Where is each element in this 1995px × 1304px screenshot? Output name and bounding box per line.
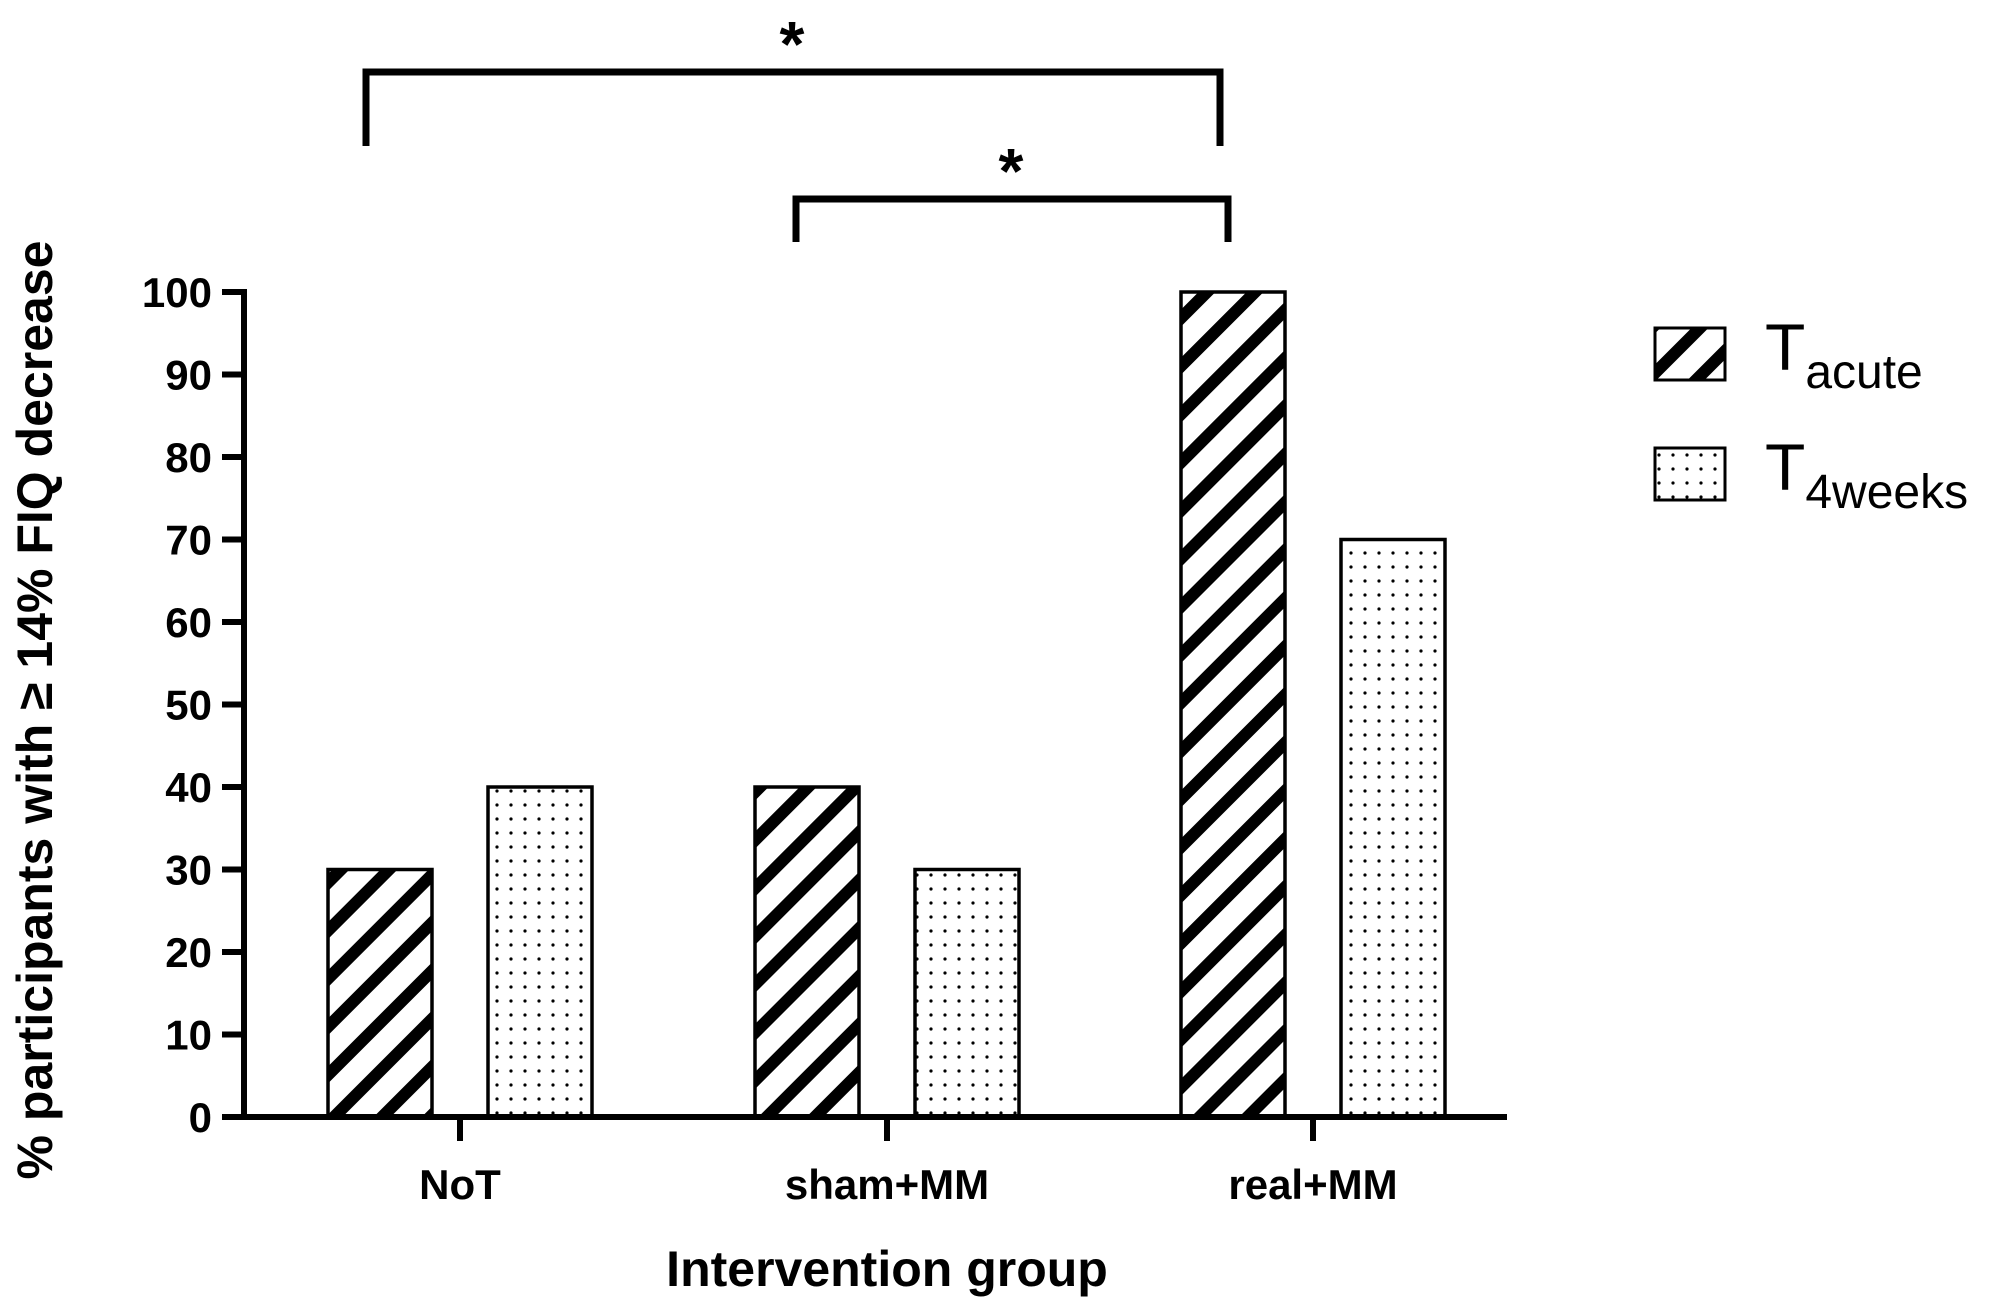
significance-bracket [792, 195, 1232, 242]
significance-bracket [362, 68, 1224, 146]
bar-t4weeks-sham-mm [913, 867, 1021, 1119]
legend-label-tacute-sub: acute [1805, 346, 1922, 399]
y-tick-label: 90 [165, 352, 212, 399]
bars-layer [326, 290, 1447, 1119]
y-tick-label: 40 [165, 764, 212, 811]
y-tick-label: 80 [165, 434, 212, 481]
significance-star: * [780, 8, 805, 80]
bar-tacute-sham-mm [753, 785, 861, 1119]
legend-label-t4weeks: T4weeks [1765, 430, 1968, 519]
y-tick-label: 0 [189, 1094, 212, 1141]
x-axis-title: Intervention group [666, 1241, 1108, 1297]
y-tick-label: 60 [165, 599, 212, 646]
legend-swatch-tacute [1653, 326, 1727, 382]
y-tick-label: 10 [165, 1012, 212, 1059]
y-tick-label: 70 [165, 517, 212, 564]
x-tick-label: NoT [419, 1161, 501, 1208]
x-tick-label: sham+MM [785, 1161, 989, 1208]
significance-star: * [999, 135, 1024, 207]
bar-tacute-real-mm [1179, 290, 1287, 1119]
legend-label-tacute: Tacute [1765, 310, 1923, 399]
x-ticks: NoT sham+MM real+MM [419, 1117, 1398, 1208]
legend-label-t4weeks-sub: 4weeks [1805, 466, 1968, 519]
x-tick-label: real+MM [1228, 1161, 1397, 1208]
bar-t4weeks-not [486, 785, 594, 1119]
legend: Tacute T4weeks [1653, 310, 1968, 519]
legend-item-tacute: Tacute [1653, 310, 1923, 399]
y-ticks: 0 10 20 30 40 50 60 70 80 90 100 [142, 269, 244, 1141]
y-axis-title: % participants with ≥ 14% FIQ decrease [7, 241, 63, 1180]
significance-brackets: ** [362, 8, 1232, 242]
legend-item-t4weeks: T4weeks [1653, 430, 1968, 519]
legend-label-tacute-main: T [1765, 310, 1805, 384]
y-tick-label: 100 [142, 269, 212, 316]
y-tick-label: 50 [165, 682, 212, 729]
legend-swatch-t4weeks [1653, 446, 1727, 502]
bar-t4weeks-real-mm [1339, 537, 1447, 1119]
y-tick-label: 30 [165, 847, 212, 894]
y-tick-label: 20 [165, 929, 212, 976]
legend-label-t4weeks-main: T [1765, 430, 1805, 504]
bar-tacute-not [326, 867, 434, 1119]
